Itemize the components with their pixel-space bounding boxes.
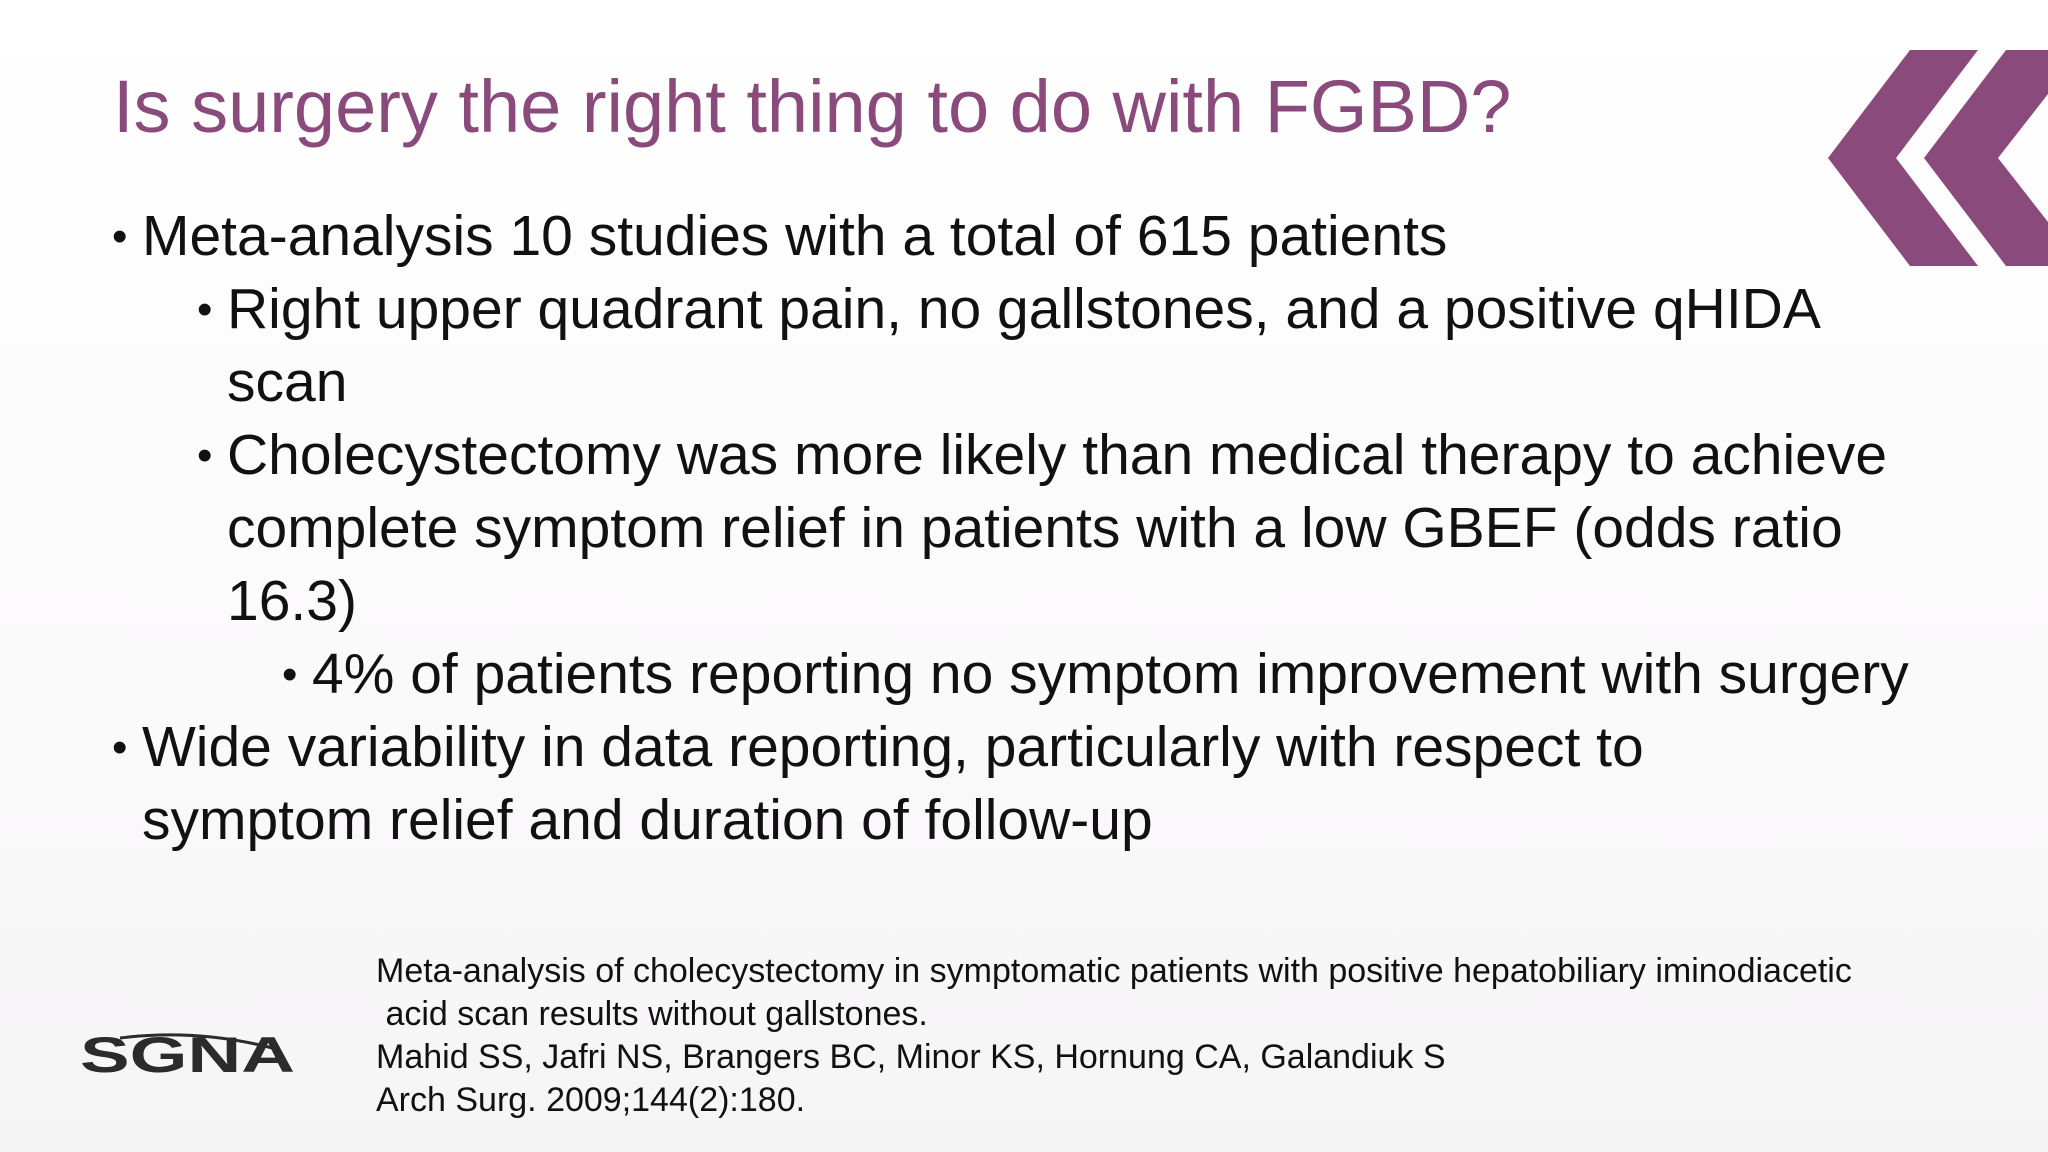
bullet-text: Right upper quadrant pain, no gallstones… bbox=[227, 277, 1818, 414]
bullet-marker: • bbox=[197, 431, 213, 480]
bullet-text: Meta-analysis 10 studies with a total of… bbox=[142, 204, 1448, 268]
logo-text: SGNA bbox=[80, 1028, 295, 1082]
bullet-item: • Wide variability in data reporting, pa… bbox=[112, 711, 1842, 857]
bullet-list: • Meta-analysis 10 studies with a total … bbox=[112, 200, 1992, 857]
reference-authors: Mahid SS, Jafri NS, Brangers BC, Minor K… bbox=[376, 1038, 1446, 1076]
bullet-item: • Cholecystectomy was more likely than m… bbox=[197, 419, 1927, 638]
reference-title-line-1: Meta-analysis of cholecystectomy in symp… bbox=[376, 952, 1852, 990]
bullet-text: Cholecystectomy was more likely than med… bbox=[227, 423, 1888, 633]
slide-title: Is surgery the right thing to do with FG… bbox=[113, 65, 1512, 148]
reference-citation: Meta-analysis of cholecystectomy in symp… bbox=[376, 950, 2016, 1122]
bullet-marker: • bbox=[282, 650, 298, 699]
bullet-marker: • bbox=[197, 285, 213, 334]
bullet-marker: • bbox=[112, 723, 128, 772]
reference-journal: Arch Surg. 2009;144(2):180. bbox=[376, 1081, 806, 1119]
bullet-text: Wide variability in data reporting, part… bbox=[142, 715, 1644, 852]
bullet-item: • 4% of patients reporting no symptom im… bbox=[282, 638, 1922, 711]
sgna-logo: SGNA bbox=[80, 1028, 295, 1082]
bullet-item: • Meta-analysis 10 studies with a total … bbox=[112, 200, 1842, 273]
reference-title-line-2: acid scan results without gallstones. bbox=[376, 995, 928, 1033]
bullet-text: 4% of patients reporting no symptom impr… bbox=[312, 642, 1909, 706]
double-chevron-left-icon bbox=[1828, 50, 2048, 266]
bullet-marker: • bbox=[112, 212, 128, 261]
bullet-item: • Right upper quadrant pain, no gallston… bbox=[197, 273, 1927, 419]
